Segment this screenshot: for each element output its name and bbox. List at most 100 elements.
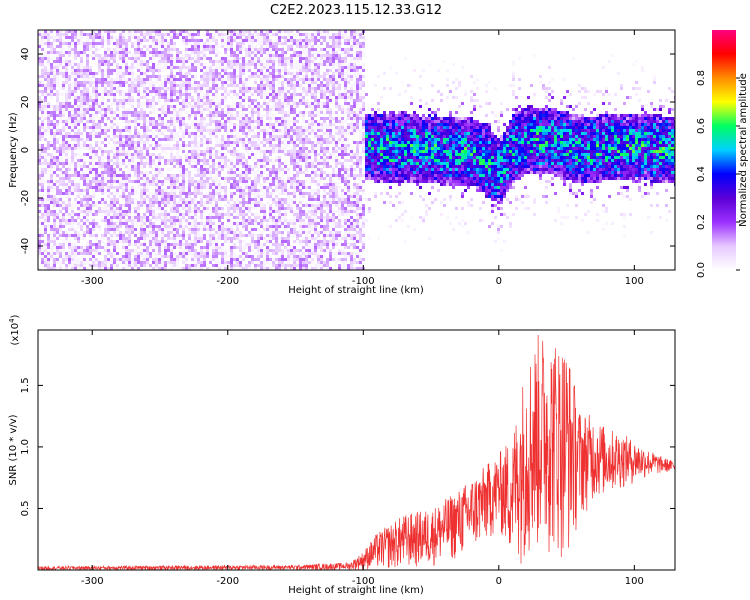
- spectrogram-cell: [188, 87, 191, 90]
- spectrogram-cell: [260, 186, 263, 189]
- spectrogram-cell: [284, 87, 287, 90]
- spectrogram-cell: [50, 66, 53, 69]
- spectrogram-cell: [170, 162, 173, 165]
- spectrogram-cell: [194, 186, 197, 189]
- spectrogram-cell: [158, 246, 161, 249]
- spectrogram-cell: [233, 231, 236, 234]
- spectrogram-cell: [266, 192, 269, 195]
- spectrogram-cell: [188, 216, 191, 219]
- spectrogram-cell: [233, 141, 236, 144]
- spectrogram-cell: [74, 45, 77, 48]
- spectrogram-cell: [71, 258, 74, 261]
- spectrogram-cell: [44, 36, 47, 39]
- spectrogram-cell: [68, 96, 71, 99]
- spectrogram-cell: [125, 180, 128, 183]
- spectrogram-cell: [83, 117, 86, 120]
- spectrogram-cell: [104, 78, 107, 81]
- spectrogram-cell: [200, 84, 203, 87]
- spectrogram-cell: [200, 48, 203, 51]
- spectrogram-cell: [113, 195, 116, 198]
- spectrogram-cell: [254, 216, 257, 219]
- spectrogram-cell: [161, 111, 164, 114]
- spectrogram-cell: [164, 96, 167, 99]
- spectrogram-cell: [65, 141, 68, 144]
- spectrogram-cell: [173, 120, 176, 123]
- spectrogram-cell: [227, 78, 230, 81]
- spectrogram-cell: [83, 69, 86, 72]
- spectrogram-cell: [110, 93, 113, 96]
- spectrogram-cell: [68, 54, 71, 57]
- spectrogram-cell: [56, 204, 59, 207]
- spectrogram-cell: [215, 54, 218, 57]
- spectrogram-cell: [197, 168, 200, 171]
- spectrogram-cell: [101, 156, 104, 159]
- spectrogram-cell: [50, 180, 53, 183]
- spectrogram-cell: [137, 174, 140, 177]
- spectrogram-cell: [83, 210, 86, 213]
- spectrogram-cell: [71, 69, 74, 72]
- spectrogram-cell: [275, 189, 278, 192]
- spectrogram-cell: [86, 36, 89, 39]
- spectrogram-cell: [212, 33, 215, 36]
- spectrogram-cell: [77, 192, 80, 195]
- spectrogram-cell: [218, 261, 221, 264]
- spectrogram-cell: [212, 75, 215, 78]
- spectrogram-cell: [119, 213, 122, 216]
- spectrogram-cell: [107, 33, 110, 36]
- spectrogram-cell: [152, 105, 155, 108]
- spectrogram-cell: [242, 141, 245, 144]
- spectrogram-cell: [71, 192, 74, 195]
- spectrogram-cell: [152, 237, 155, 240]
- spectrogram-cell: [119, 48, 122, 51]
- spectrogram-cell: [152, 138, 155, 141]
- spectrogram-cell: [95, 162, 98, 165]
- spectrogram-cell: [95, 123, 98, 126]
- spectrogram-cell: [218, 66, 221, 69]
- spectrogram-cell: [170, 57, 173, 60]
- spectrogram-cell: [251, 237, 254, 240]
- spectrogram-cell: [218, 264, 221, 267]
- spectrogram-cell: [191, 33, 194, 36]
- spectrogram-cell: [68, 246, 71, 249]
- spectrogram-cell: [224, 213, 227, 216]
- spectrogram-cell: [248, 231, 251, 234]
- spectrogram-cell: [245, 141, 248, 144]
- spectrogram-cell: [137, 213, 140, 216]
- spectrogram-cell: [158, 180, 161, 183]
- spectrogram-cell: [263, 141, 266, 144]
- spectrogram-cell: [170, 51, 173, 54]
- spectrogram-cell: [56, 78, 59, 81]
- spectrogram-cell: [68, 78, 71, 81]
- spectrogram-cell: [83, 108, 86, 111]
- spectrogram-cell: [161, 168, 164, 171]
- spectrogram-cell: [221, 177, 224, 180]
- spectrogram-cell: [56, 57, 59, 60]
- spectrogram-cell: [137, 210, 140, 213]
- spectrogram-cell: [230, 177, 233, 180]
- spectrogram-cell: [185, 159, 188, 162]
- spectrogram-cell: [116, 81, 119, 84]
- spectrogram-cell: [233, 183, 236, 186]
- spectrogram-cell: [269, 240, 272, 243]
- spectrogram-cell: [47, 81, 50, 84]
- spectrogram-cell: [59, 33, 62, 36]
- spectrogram-cell: [98, 180, 101, 183]
- spectrogram-cell: [233, 66, 236, 69]
- spectrogram-cell: [248, 87, 251, 90]
- spectrogram-cell: [266, 66, 269, 69]
- spectrogram-cell: [185, 201, 188, 204]
- spectrogram-cells: [38, 30, 675, 270]
- spectrogram-cell: [140, 198, 143, 201]
- spectrogram-cell: [119, 84, 122, 87]
- spectrogram-cell: [56, 108, 59, 111]
- spectrogram-cell: [248, 75, 251, 78]
- spectrogram-cell: [281, 183, 284, 186]
- spectrogram-cell: [275, 180, 278, 183]
- spectrogram-cell: [233, 174, 236, 177]
- spectrogram-cell: [170, 153, 173, 156]
- spectrogram-cell: [176, 240, 179, 243]
- spectrogram-cell: [110, 78, 113, 81]
- spectrogram-cell: [38, 102, 41, 105]
- spectrogram-cell: [212, 63, 215, 66]
- spectrogram-cell: [173, 180, 176, 183]
